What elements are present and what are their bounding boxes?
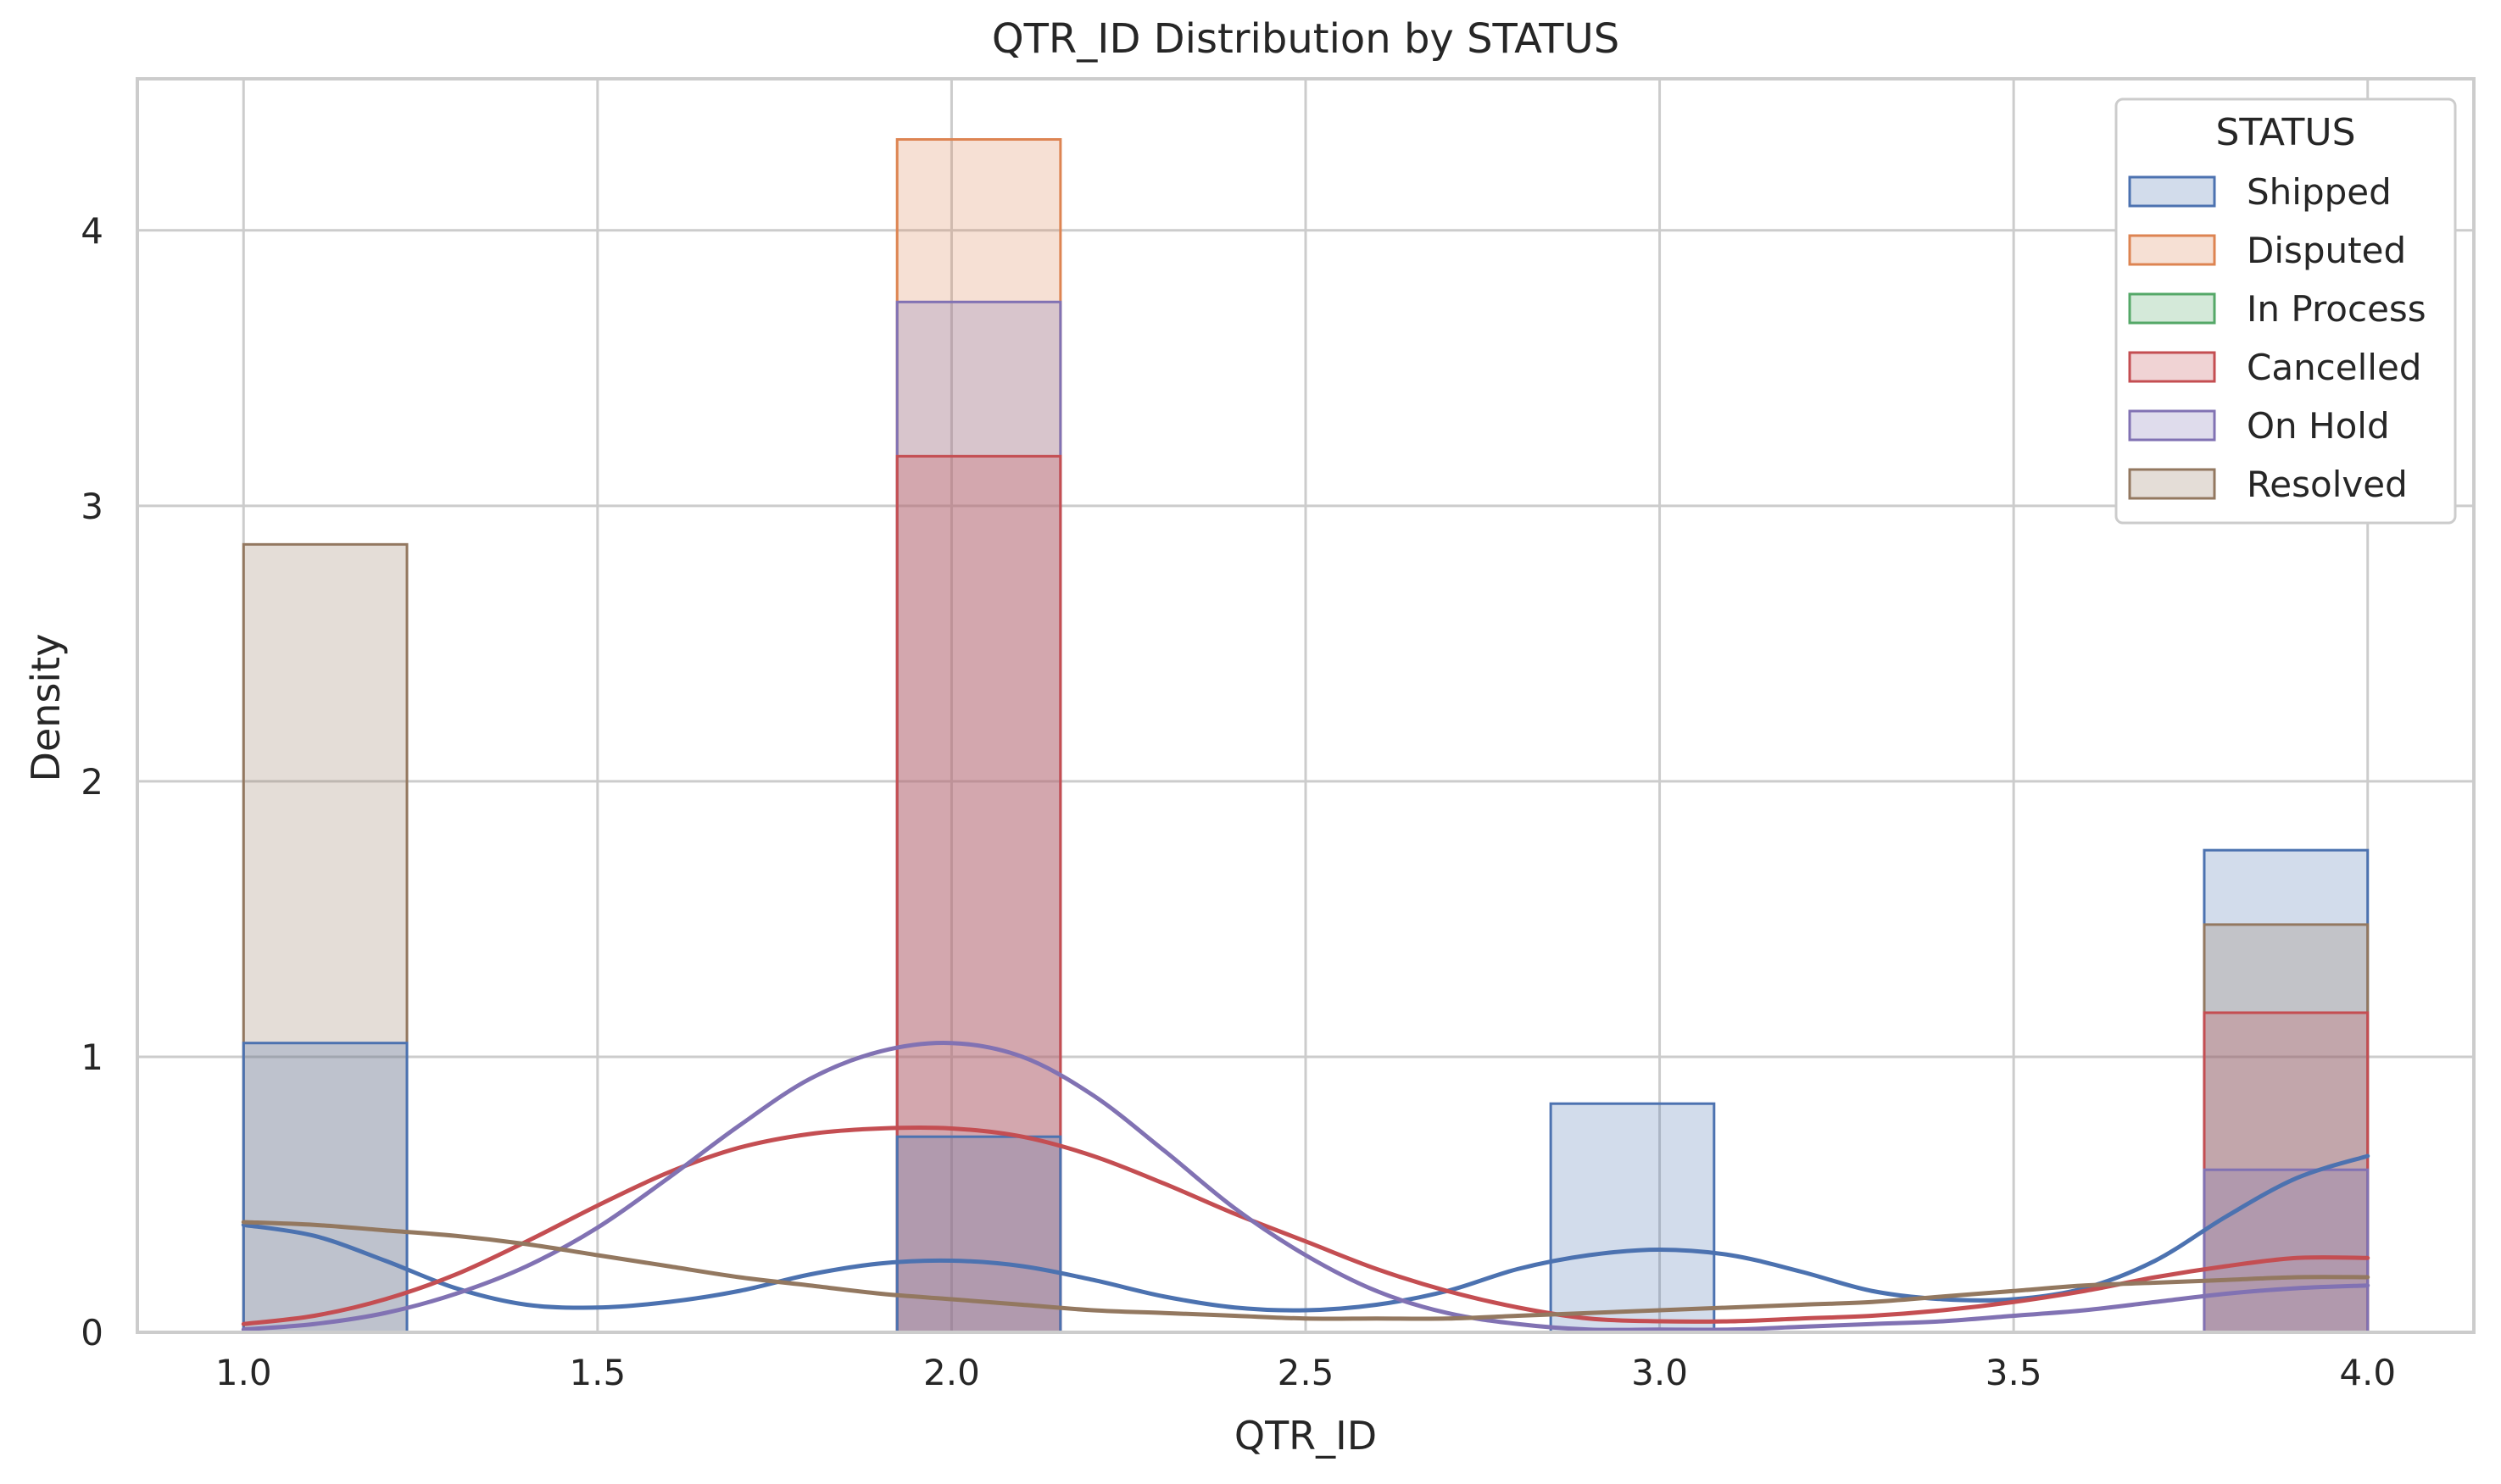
bar-on-hold: [2203, 1168, 2370, 1334]
bar-disputed: [895, 138, 1062, 1334]
x-tick-label: 3.0: [1631, 1352, 1688, 1393]
y-tick-label: 4: [81, 210, 103, 252]
legend-label: Resolved: [2247, 464, 2408, 505]
legend-swatch: [2128, 351, 2216, 383]
plot-frame: [136, 77, 2476, 1334]
legend-title: STATUS: [2215, 111, 2355, 154]
bar-on-hold: [895, 300, 1062, 1334]
y-axis-label: Density: [23, 634, 69, 782]
bar-resolved: [242, 542, 409, 1334]
legend: STATUS Shipped Disputed In Process Cancelle…: [2114, 97, 2457, 525]
legend-label: Cancelled: [2247, 347, 2421, 388]
legend-item-resolved: Resolved: [2128, 464, 2408, 505]
chart-title: QTR_ID Distribution by STATUS: [992, 15, 1619, 63]
x-tick-labels: 1.0 1.5 2.0 2.5 3.0 3.5 4.0: [215, 1352, 2396, 1393]
kde-curves: [241, 1041, 2370, 1332]
legend-label: In Process: [2247, 288, 2426, 330]
kde-curve-cancelled: [241, 1125, 2370, 1326]
bar-shipped: [242, 1042, 409, 1334]
x-tick-label: 1.5: [569, 1352, 626, 1393]
legend-swatch: [2128, 468, 2216, 500]
grid-lines: [137, 79, 2474, 1334]
x-tick-label: 4.0: [2339, 1352, 2396, 1393]
bar-cancelled: [895, 454, 1062, 1334]
y-tick-labels: 0 1 2 3 4: [81, 210, 103, 1353]
legend-item-cancelled: Cancelled: [2128, 347, 2421, 388]
legend-item-on-hold: On Hold: [2128, 405, 2390, 447]
kde-curve-shipped: [241, 1153, 2370, 1313]
legend-swatch: [2128, 234, 2216, 266]
y-tick-label: 0: [81, 1312, 103, 1353]
x-axis-label: QTR_ID: [1234, 1413, 1377, 1459]
legend-swatch: [2128, 292, 2216, 325]
legend-item-shipped: Shipped: [2128, 171, 2392, 213]
y-tick-label: 3: [81, 486, 103, 527]
y-tick-label: 1: [81, 1037, 103, 1078]
legend-item-disputed: Disputed: [2128, 230, 2406, 271]
x-tick-label: 3.5: [1986, 1352, 2042, 1393]
x-tick-label: 1.0: [215, 1352, 272, 1393]
legend-label: On Hold: [2247, 405, 2390, 447]
kde-curve-resolved: [241, 1220, 2370, 1321]
legend-label: Shipped: [2247, 171, 2392, 213]
legend-label: Disputed: [2247, 230, 2406, 271]
kde-curve-on-hold: [241, 1041, 2370, 1332]
x-tick-label: 2.0: [923, 1352, 980, 1393]
legend-swatch: [2128, 409, 2216, 442]
legend-item-in-process: In Process: [2128, 288, 2426, 330]
x-tick-label: 2.5: [1278, 1352, 1334, 1393]
y-tick-label: 2: [81, 761, 103, 803]
legend-items: Shipped Disputed In Process Cancelled On Hol…: [2128, 171, 2426, 505]
bar-shipped: [1549, 1102, 1716, 1334]
legend-swatch: [2128, 175, 2216, 208]
